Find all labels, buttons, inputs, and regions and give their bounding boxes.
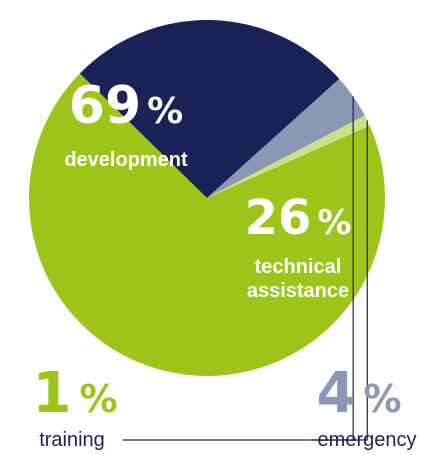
percent-sign-development: % bbox=[147, 91, 183, 132]
value-label-development: 69 bbox=[69, 76, 141, 136]
pie-slices bbox=[28, 19, 385, 376]
svg-text:26%: 26% bbox=[245, 190, 352, 246]
slice-label-emergency: emergency bbox=[318, 429, 417, 451]
value-label-technical-assistance: 26 bbox=[245, 190, 312, 246]
slice-label-training: training bbox=[39, 429, 105, 451]
percent-sign-emergency: % bbox=[363, 377, 401, 421]
slice-label-technical-assistance-line: technical bbox=[255, 256, 342, 278]
leader-lines bbox=[123, 96, 368, 441]
slice-label-technical-assistance: technical assistance bbox=[247, 256, 349, 302]
svg-text:1%: 1% bbox=[32, 361, 117, 426]
pie-slice-training bbox=[207, 115, 370, 198]
percent-sign-technical-assistance: % bbox=[317, 203, 351, 243]
slice-label-development: development bbox=[64, 149, 188, 171]
label-emergency: 4% emergency bbox=[316, 361, 416, 451]
svg-text:69%: 69% bbox=[69, 76, 183, 136]
label-development: 69% development bbox=[64, 76, 188, 171]
pie-slice-technical-assistance bbox=[79, 19, 340, 199]
value-label-training: 1 bbox=[32, 361, 71, 426]
percent-sign-training: % bbox=[79, 377, 117, 421]
pie-slice-development bbox=[28, 73, 385, 376]
pie-slice-emergency bbox=[207, 78, 365, 198]
label-technical-assistance: 26% technical assistance bbox=[245, 190, 352, 302]
slice-label-technical-assistance-line: assistance bbox=[247, 280, 349, 302]
leader-line-emergency bbox=[312, 96, 354, 441]
svg-text:4%: 4% bbox=[316, 361, 401, 426]
leader-line-training bbox=[123, 120, 368, 441]
label-training: 1% training bbox=[32, 361, 117, 451]
value-label-emergency: 4 bbox=[316, 361, 355, 426]
